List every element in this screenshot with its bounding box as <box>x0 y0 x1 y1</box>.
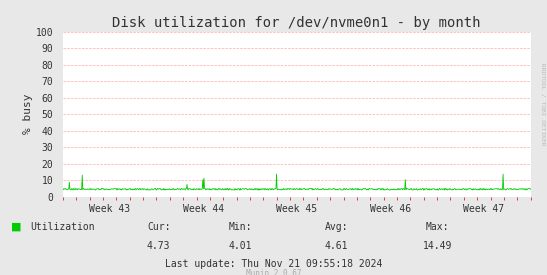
Text: 4.61: 4.61 <box>325 241 348 251</box>
Text: Cur:: Cur: <box>147 222 170 232</box>
Title: Disk utilization for /dev/nvme0n1 - by month: Disk utilization for /dev/nvme0n1 - by m… <box>113 16 481 31</box>
Text: 4.01: 4.01 <box>229 241 252 251</box>
Text: 4.73: 4.73 <box>147 241 170 251</box>
Text: ■: ■ <box>11 222 21 232</box>
Text: Munin 2.0.67: Munin 2.0.67 <box>246 269 301 275</box>
Text: Max:: Max: <box>426 222 449 232</box>
Text: Last update: Thu Nov 21 09:55:18 2024: Last update: Thu Nov 21 09:55:18 2024 <box>165 259 382 269</box>
Text: Min:: Min: <box>229 222 252 232</box>
Y-axis label: % busy: % busy <box>23 94 33 134</box>
Text: RRDTOOL / TOBI OETIKER: RRDTOOL / TOBI OETIKER <box>541 63 546 146</box>
Text: Avg:: Avg: <box>325 222 348 232</box>
Text: Utilization: Utilization <box>30 222 95 232</box>
Text: 14.49: 14.49 <box>423 241 452 251</box>
